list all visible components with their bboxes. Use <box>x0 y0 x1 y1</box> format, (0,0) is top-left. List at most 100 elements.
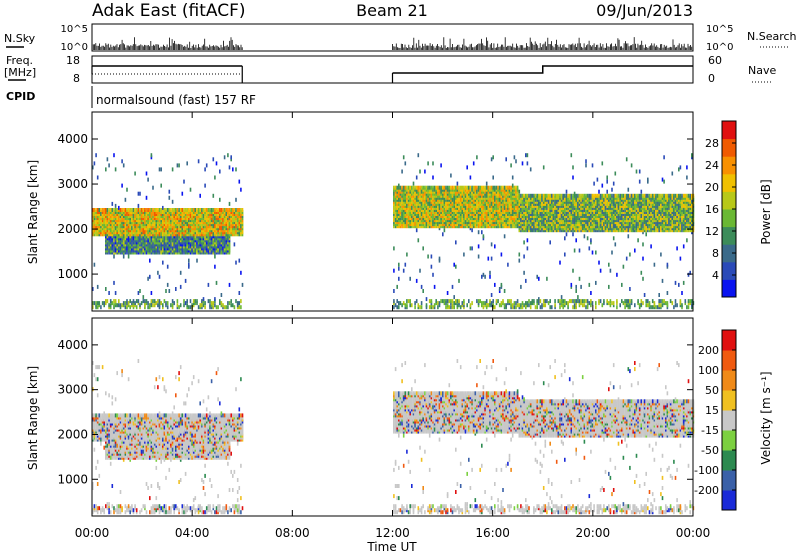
power-cell <box>552 216 555 221</box>
power-cell <box>554 299 556 304</box>
power-cell <box>158 232 161 237</box>
power-cell <box>492 155 494 160</box>
power-cell <box>142 232 145 237</box>
power-cell <box>175 287 177 291</box>
power-cell <box>199 248 201 253</box>
power-cell <box>166 282 169 287</box>
power-cell <box>124 208 127 212</box>
freq-tick-bottom: 8 <box>73 72 80 85</box>
power-cell <box>534 216 537 221</box>
power-cell <box>126 187 128 192</box>
power-cell <box>575 193 577 198</box>
power-cell <box>407 193 410 198</box>
power-cell <box>477 254 480 259</box>
power-cell <box>402 155 405 160</box>
power-cell <box>411 201 413 206</box>
power-cell <box>500 216 503 221</box>
power-cell <box>207 282 210 287</box>
power-cell <box>157 248 159 253</box>
power-cell <box>507 193 509 198</box>
power-cell <box>525 201 527 206</box>
power-cell <box>560 216 563 221</box>
power-cell <box>178 163 180 168</box>
power-cell <box>573 303 576 308</box>
power-cell <box>573 208 576 212</box>
power-cell <box>559 216 561 221</box>
power-cell <box>186 208 188 212</box>
power-cell <box>500 252 503 257</box>
power-cell <box>191 216 193 221</box>
power-cell <box>554 201 556 206</box>
power-cell <box>445 201 447 206</box>
power-cell <box>219 216 221 221</box>
power-cell <box>175 232 177 237</box>
power-cell <box>513 208 516 212</box>
power-cell <box>207 224 210 229</box>
power-cell <box>179 216 182 221</box>
freq-unit-label: [MHz] <box>4 66 36 79</box>
power-cell <box>567 301 569 306</box>
power-cell <box>155 248 158 253</box>
power-cell <box>402 208 405 212</box>
power-cell <box>402 216 405 221</box>
power-cell <box>448 216 451 221</box>
power-cell <box>223 155 226 160</box>
power-cell <box>116 208 118 212</box>
power-cell <box>430 254 433 259</box>
power-cell <box>96 216 99 221</box>
power-cell <box>214 240 216 245</box>
power-cell <box>179 232 182 237</box>
power-cell <box>232 232 234 237</box>
power-cell <box>192 208 195 212</box>
power-cell <box>111 216 114 221</box>
power-cell <box>113 208 115 212</box>
power-cell <box>205 224 208 229</box>
power-cell <box>567 216 569 221</box>
power-cell <box>590 208 592 212</box>
power-cell <box>551 216 553 221</box>
power-cell <box>422 224 424 229</box>
power-cell <box>508 201 511 206</box>
power-cell <box>396 185 398 190</box>
power-cell <box>443 228 446 233</box>
power-cell <box>487 303 490 308</box>
power-cell <box>233 305 236 310</box>
power-cell <box>451 299 454 304</box>
power-cell <box>536 274 538 279</box>
power-cell <box>398 262 400 267</box>
power-cell <box>212 157 215 162</box>
power-cell <box>525 153 527 158</box>
power-cell <box>106 240 109 245</box>
power-cell <box>572 193 574 198</box>
power-cell <box>508 208 511 212</box>
power-cell <box>565 232 568 237</box>
power-cell <box>122 208 125 212</box>
power-cell <box>163 232 166 237</box>
power-cell <box>157 303 159 308</box>
power-cell <box>586 201 589 206</box>
power-cell <box>461 224 464 229</box>
power-cell <box>570 193 573 198</box>
power-cell <box>205 240 208 245</box>
power-cell <box>503 224 506 229</box>
power-cell <box>158 248 161 253</box>
power-cell <box>103 216 105 221</box>
power-cell <box>150 153 153 158</box>
power-cell <box>165 224 167 229</box>
power-cell <box>585 163 587 168</box>
power-cell <box>591 208 594 212</box>
power-cell <box>595 250 597 255</box>
power-cell <box>93 161 96 166</box>
power-cell <box>121 240 123 245</box>
power-cell <box>205 163 208 168</box>
power-cell <box>442 193 444 198</box>
power-cell <box>417 303 420 308</box>
power-cell <box>228 232 231 237</box>
power-cell <box>137 299 140 304</box>
power-cell <box>149 303 151 308</box>
power-cell <box>443 185 446 190</box>
power-cell <box>590 238 592 243</box>
power-cell <box>228 208 231 212</box>
power-cell <box>393 185 395 190</box>
power-cell <box>96 284 99 289</box>
